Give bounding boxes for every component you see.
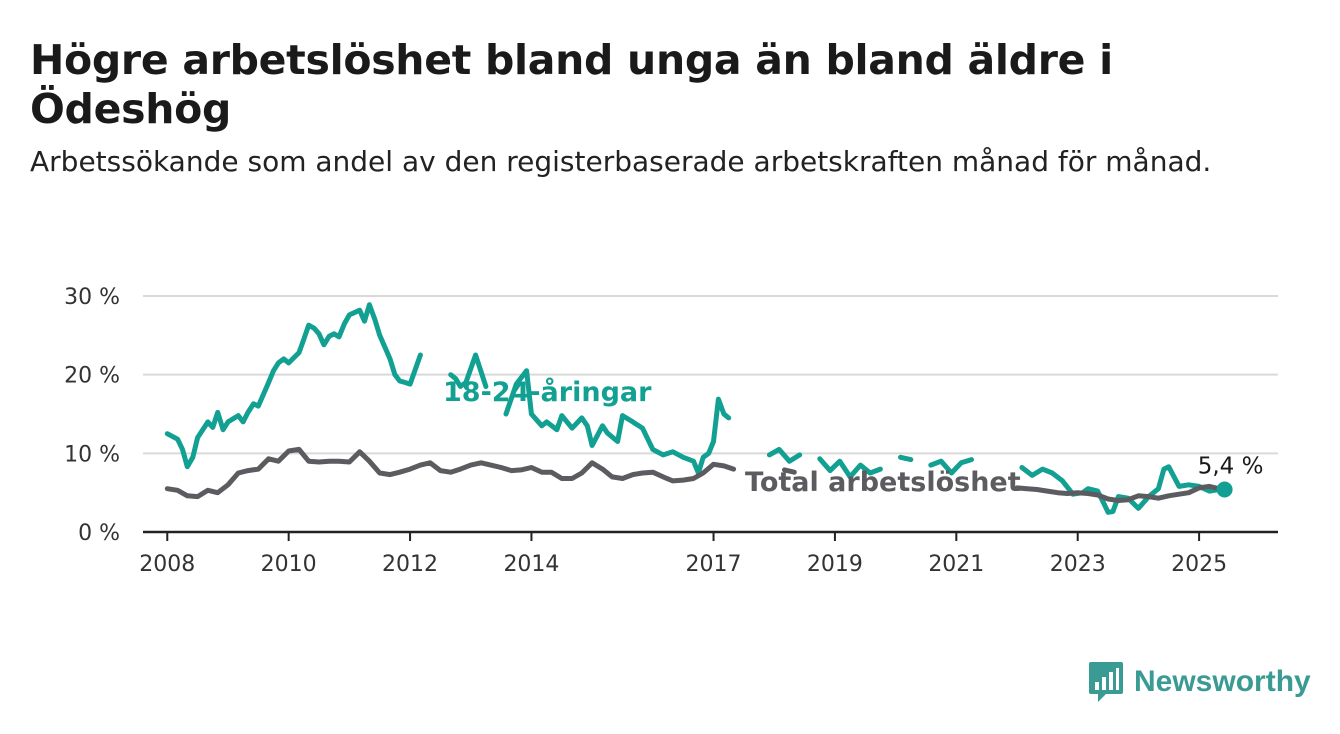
y-tick-label: 20 % <box>64 364 120 389</box>
x-tick-label: 2025 <box>1171 552 1227 577</box>
series-line-young <box>164 302 1228 515</box>
x-tick-label: 2021 <box>928 552 984 577</box>
x-tick-label: 2017 <box>686 552 742 577</box>
x-tick-label: 2019 <box>807 552 863 577</box>
end-value-label: 5,4 % <box>1198 454 1264 480</box>
brand-name: Newsworthy <box>1134 665 1311 698</box>
series-labels: 5,4 % 18-24-åringar Total arbetslöshet <box>443 376 1263 498</box>
series-label-young: 18-24-åringar <box>443 376 652 408</box>
y-tick-label: 0 % <box>78 521 120 546</box>
axes: 0 % 10 % 20 % 30 % 2008 2010 2012 2014 2017 2019 2… <box>64 285 1278 577</box>
y-tick-label: 10 % <box>64 442 120 467</box>
series-line-total <box>164 446 1228 503</box>
x-tick-label: 2014 <box>503 552 559 577</box>
series-label-total: Total arbetslöshet <box>745 467 1021 498</box>
x-tick-label: 2010 <box>261 552 317 577</box>
x-tick-label: 2008 <box>139 552 195 577</box>
x-tick-label: 2012 <box>382 552 438 577</box>
chart-subtitle: Arbetssökande som andel av den registerb… <box>30 145 1212 178</box>
bar-chart-speech-bubble-icon <box>1089 662 1123 702</box>
gridlines <box>143 295 1278 455</box>
x-tick-label: 2023 <box>1050 552 1106 577</box>
series-lines <box>164 302 1228 515</box>
y-tick-label: 30 % <box>64 285 120 310</box>
newsworthy-logo: Newsworthy <box>1088 660 1311 704</box>
chart-title: Högre arbetslöshet bland unga än bland ä… <box>30 36 1113 134</box>
end-point-marker <box>1216 481 1233 498</box>
